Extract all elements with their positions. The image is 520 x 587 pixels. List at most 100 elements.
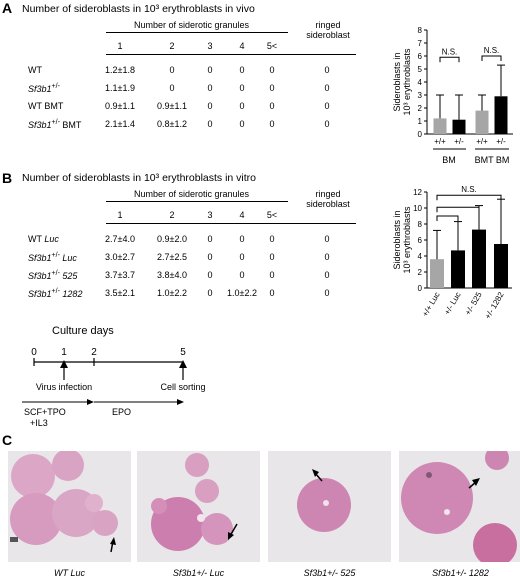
panelA-cell: 0.9±1.1 xyxy=(157,101,187,111)
panel-b-title: Number of sideroblasts in 10³ erythrobla… xyxy=(22,172,257,184)
panelB-col-header: 4 xyxy=(239,210,245,220)
panelB-col-header: 2 xyxy=(169,210,175,220)
panelA-cell: 0 xyxy=(269,83,275,93)
media-epo: EPO xyxy=(112,407,131,417)
panel-b-letter: B xyxy=(2,170,13,186)
panelB-cell: 0 xyxy=(239,234,245,244)
panelB-cell: 0 xyxy=(324,288,330,298)
panelA-cell: 0.8±1.2 xyxy=(157,119,187,129)
panelB-cell: 0 xyxy=(324,270,330,280)
micrograph-sf3b1-1282 xyxy=(399,451,520,562)
panel-a-table: Number of siderotic granules ringed sidero… xyxy=(22,18,380,148)
x-tick-label: +/+ xyxy=(476,137,488,146)
y-axis-label-line1: Sideroblasts in xyxy=(392,210,402,269)
y-tick-label: 3 xyxy=(418,91,423,100)
panelB-col-header: 1 xyxy=(117,210,123,220)
micrograph-sf3b1-525 xyxy=(268,451,391,562)
y-tick-label: 12 xyxy=(413,188,422,197)
panelA-cell: 0 xyxy=(324,83,330,93)
timeline-day-5: 5 xyxy=(180,347,186,358)
panelB-rule-group xyxy=(106,201,288,202)
panelA-col-header: 3 xyxy=(207,41,213,51)
bar xyxy=(475,110,489,134)
panelA-cell: 0 xyxy=(324,65,330,75)
significance-bracket xyxy=(481,55,502,61)
panel-a-chart: 0 1 2 3 4 5 6 7 8 Sideroblasts in 10³ erythroblast… xyxy=(392,26,513,165)
significance-label: N.S. xyxy=(484,46,500,55)
panelA-cell: 0 xyxy=(239,101,245,111)
bar xyxy=(472,229,486,288)
caption-sf3b1-525: Sf3b1+/- 525 xyxy=(303,568,356,578)
panelB-cell: 0 xyxy=(269,288,275,298)
virus-infection-label: Virus infection xyxy=(36,382,92,392)
panelB-cell: 0 xyxy=(239,252,245,262)
panelB-cell: 0 xyxy=(269,270,275,280)
panelB-cell: 0 xyxy=(207,288,213,298)
micrograph-wt-luc xyxy=(8,451,131,562)
panelB-rule-top xyxy=(106,223,356,224)
y-tick-label: 0 xyxy=(418,284,423,293)
y-axis-label-line1: Sideroblasts in xyxy=(392,52,402,111)
y-tick-label: 2 xyxy=(418,104,423,113)
panelA-rule-top xyxy=(106,54,356,55)
panelB-cell: 1.0±2.2 xyxy=(157,288,187,298)
significance-bracket xyxy=(439,56,460,63)
y-axis-label-line2: 10³ erythroblasts xyxy=(402,206,412,274)
timeline-day-1: 1 xyxy=(61,347,67,358)
panelA-cell: 0 xyxy=(269,65,275,75)
panelB-cell: 0 xyxy=(207,234,213,244)
y-tick-label: 6 xyxy=(418,52,423,61)
x-tick-label: +/- 525 xyxy=(463,290,484,317)
cell-sorting-arrowhead xyxy=(179,360,187,368)
panelA-row-label: WT BMT xyxy=(28,101,64,111)
y-tick-label: 8 xyxy=(418,220,423,229)
panelB-cell: 0 xyxy=(324,252,330,262)
bar xyxy=(433,118,447,134)
timeline-title: Culture days xyxy=(52,325,114,337)
panelB-row-label: WT Luc xyxy=(28,234,59,244)
y-tick-label: 5 xyxy=(418,65,423,74)
panelA-cell: 0 xyxy=(239,83,245,93)
panelA-ringed-header-1: ringed xyxy=(315,20,341,30)
panelA-cell: 0 xyxy=(207,83,213,93)
x-tick-label: +/- Luc xyxy=(443,291,463,317)
panelA-cell: 0 xyxy=(269,119,275,129)
panelB-cell: 0 xyxy=(324,234,330,244)
panelA-cell: 0 xyxy=(169,83,175,93)
panelB-cell: 0 xyxy=(207,270,213,280)
comparison-bracket xyxy=(436,206,480,213)
significance-label: N.S. xyxy=(442,47,458,56)
x-tick-label: +/- 1282 xyxy=(483,290,506,321)
comparison-bracket xyxy=(436,215,459,221)
bar xyxy=(494,96,508,134)
panel-a-letter: A xyxy=(2,0,13,16)
panelB-col-header: 5< xyxy=(266,210,278,220)
panelA-cell: 0 xyxy=(239,65,245,75)
panelB-row-label: Sf3b1+/- 1282 xyxy=(28,288,83,299)
cell-sorting-label: Cell sorting xyxy=(160,382,205,392)
x-tick-label: +/- xyxy=(496,137,506,146)
panelA-cell: 0 xyxy=(207,65,213,75)
panelA-col-header: 2 xyxy=(169,41,175,51)
micrograph-sf3b1-luc xyxy=(137,451,260,562)
media-scf-tpo: SCF+TPO xyxy=(24,407,66,417)
comparison-bracket xyxy=(436,194,502,201)
panelA-col-header: 5< xyxy=(266,41,278,51)
panelA-cell: 0 xyxy=(269,101,275,111)
caption-sf3b1-1282: Sf3b1+/- 1282 xyxy=(432,568,489,578)
media-il3: +IL3 xyxy=(30,418,48,428)
panelA-row-label: Sf3b1+/- xyxy=(28,83,60,94)
panelA-cell: 0 xyxy=(207,119,213,129)
panelB-cell: 3.7±3.7 xyxy=(105,270,135,280)
bar xyxy=(451,250,465,288)
panel-b-table: Number of siderotic granules ringed sidero… xyxy=(22,187,380,317)
panelA-cell: 0 xyxy=(169,65,175,75)
culture-timeline: Culture days 0 1 2 5 Virus infection Cel… xyxy=(22,325,206,428)
panelA-row-label: WT xyxy=(28,65,42,75)
panelA-cell: 0 xyxy=(324,101,330,111)
bar xyxy=(430,259,444,288)
panelA-cell: 1.1±1.9 xyxy=(105,83,135,93)
panelA-row-label: Sf3b1+/- BMT xyxy=(28,119,82,130)
panelA-col-header: 4 xyxy=(239,41,245,51)
media-span-2-arrowhead xyxy=(177,399,184,405)
